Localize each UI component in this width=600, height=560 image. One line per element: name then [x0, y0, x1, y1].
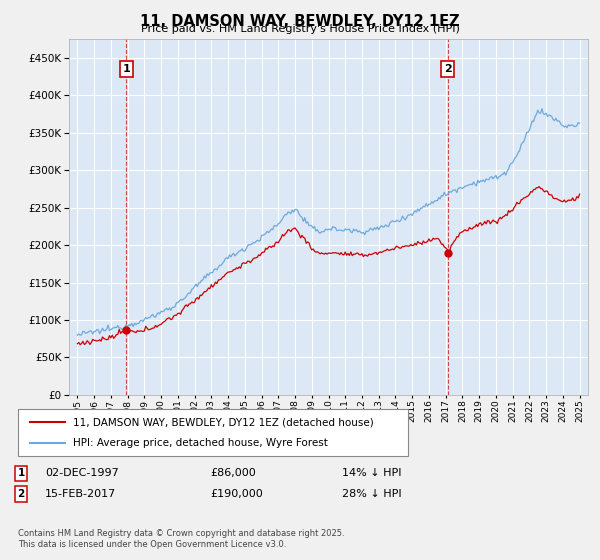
Text: 02-DEC-1997: 02-DEC-1997 [45, 468, 119, 478]
Text: Price paid vs. HM Land Registry's House Price Index (HPI): Price paid vs. HM Land Registry's House … [140, 24, 460, 34]
Text: 11, DAMSON WAY, BEWDLEY, DY12 1EZ (detached house): 11, DAMSON WAY, BEWDLEY, DY12 1EZ (detac… [73, 417, 373, 427]
Text: 1: 1 [17, 468, 25, 478]
Text: 28% ↓ HPI: 28% ↓ HPI [342, 489, 401, 499]
Text: HPI: Average price, detached house, Wyre Forest: HPI: Average price, detached house, Wyre… [73, 438, 328, 448]
Text: £190,000: £190,000 [210, 489, 263, 499]
Text: £86,000: £86,000 [210, 468, 256, 478]
Text: 11, DAMSON WAY, BEWDLEY, DY12 1EZ: 11, DAMSON WAY, BEWDLEY, DY12 1EZ [140, 14, 460, 29]
Text: 14% ↓ HPI: 14% ↓ HPI [342, 468, 401, 478]
Text: 1: 1 [122, 64, 130, 74]
Text: 2: 2 [444, 64, 452, 74]
Text: Contains HM Land Registry data © Crown copyright and database right 2025.
This d: Contains HM Land Registry data © Crown c… [18, 529, 344, 549]
FancyBboxPatch shape [18, 409, 408, 456]
Text: 15-FEB-2017: 15-FEB-2017 [45, 489, 116, 499]
Text: 2: 2 [17, 489, 25, 499]
